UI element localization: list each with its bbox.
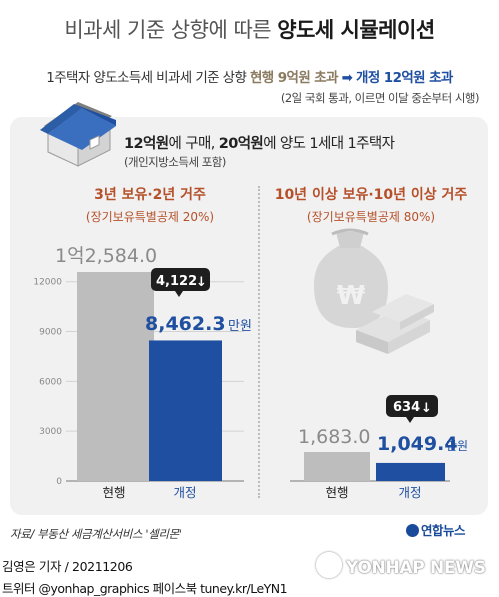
new-criterion: 개정 12억원 초과 bbox=[356, 70, 453, 86]
chart-right-badge-pointer bbox=[406, 417, 414, 423]
chart-right-bar bbox=[376, 462, 445, 481]
watermark-logo-icon bbox=[316, 552, 342, 578]
chart-left-title: 3년 보유·2년 거주 bbox=[94, 187, 206, 203]
agency-logo: 연합뉴스 bbox=[406, 520, 466, 539]
chart-left-category-label: 개정 bbox=[173, 485, 196, 500]
money-bag-icon: ₩ bbox=[314, 228, 388, 328]
source-note: 자료/ 부동산 세금계산서비스 '셀리몬' bbox=[10, 527, 182, 541]
chart-right-value-new: 1,049.4 bbox=[377, 433, 458, 455]
chart-left-subtitle: (장기보유특별공제 20%) bbox=[86, 210, 214, 224]
chart-left-ytick-label: 12000 bbox=[33, 278, 62, 288]
reporter-credit: 김영은 기자 / 20211206 bbox=[2, 559, 133, 574]
down-arrow-icon: ↓ bbox=[196, 275, 207, 290]
chart-right-bar bbox=[304, 452, 370, 481]
social-links: 트위터 @yonhap_graphics 페이스북 tuney.kr/LeYN1 bbox=[2, 581, 288, 596]
chart-right-subtitle: (장기보유특별공제 80%) bbox=[307, 210, 435, 224]
chart-right-category-label: 개정 bbox=[398, 485, 421, 500]
logo-mark-icon bbox=[406, 524, 419, 537]
chart-left-value-current: 1억2,584.0 bbox=[55, 245, 157, 267]
chart-left-diff-badge bbox=[151, 268, 210, 291]
chart-left-diff-label: 4,122 bbox=[156, 274, 197, 289]
chart-right-diff-badge bbox=[386, 395, 438, 417]
down-arrow-icon: ↓ bbox=[421, 401, 432, 416]
scenario-condition: 12억원에 구매, 20억원에 양도 1세대 1주택자 bbox=[124, 136, 395, 152]
page-title: 비과세 기준 상향에 따른 양도세 시뮬레이션 bbox=[64, 18, 435, 42]
chart-left-category-label: 현행 bbox=[102, 485, 125, 500]
svg-text:₩: ₩ bbox=[337, 281, 366, 311]
arrow-icon: ➡ bbox=[341, 70, 353, 86]
chart-left-bar bbox=[149, 340, 222, 481]
chart-left-ytick-label: 6000 bbox=[39, 377, 62, 387]
watermark: YONHAP NEWS bbox=[316, 552, 486, 578]
chart-right-unit: 만원 bbox=[446, 439, 468, 453]
chart-right-category-label: 현행 bbox=[325, 485, 348, 500]
chart-right-title: 10년 이상 보유·10년 이상 거주 bbox=[275, 186, 468, 203]
panel-divider bbox=[258, 186, 260, 498]
house-icon bbox=[40, 102, 116, 167]
current-criterion: 현행 9억원 초과 bbox=[249, 70, 339, 86]
chart-right-diff-label: 634 bbox=[393, 400, 420, 415]
scenario-note: (개인지방소득세 포함) bbox=[124, 155, 226, 169]
moneybag-illustration: ₩ bbox=[314, 228, 434, 354]
bar-charts: 3년 보유·2년 거주 (장기보유특별공제 20%) 0 3000 6000 9000 12… bbox=[33, 186, 468, 500]
chart-left-bar bbox=[77, 272, 154, 481]
chart-left-value-new: 8,462.3 bbox=[145, 313, 226, 335]
gold-bars-icon bbox=[356, 294, 434, 354]
chart-left-ytick-label: 0 bbox=[56, 477, 62, 487]
enactment-note: (2일 국회 통과, 이르면 이달 중순부터 시행) bbox=[280, 91, 480, 105]
subtitle: 1주택자 양도소득세 비과세 기준 상향 현행 9억원 초과 ➡ 개정 12억원… bbox=[46, 70, 453, 86]
chart-left-badge-pointer bbox=[175, 291, 183, 297]
chart-left-unit: 만원 bbox=[228, 319, 252, 334]
chart-left-ytick-label: 9000 bbox=[39, 328, 62, 338]
chart-right-value-current: 1,683.0 bbox=[298, 426, 371, 448]
chart-left-ytick-label: 3000 bbox=[39, 427, 62, 437]
